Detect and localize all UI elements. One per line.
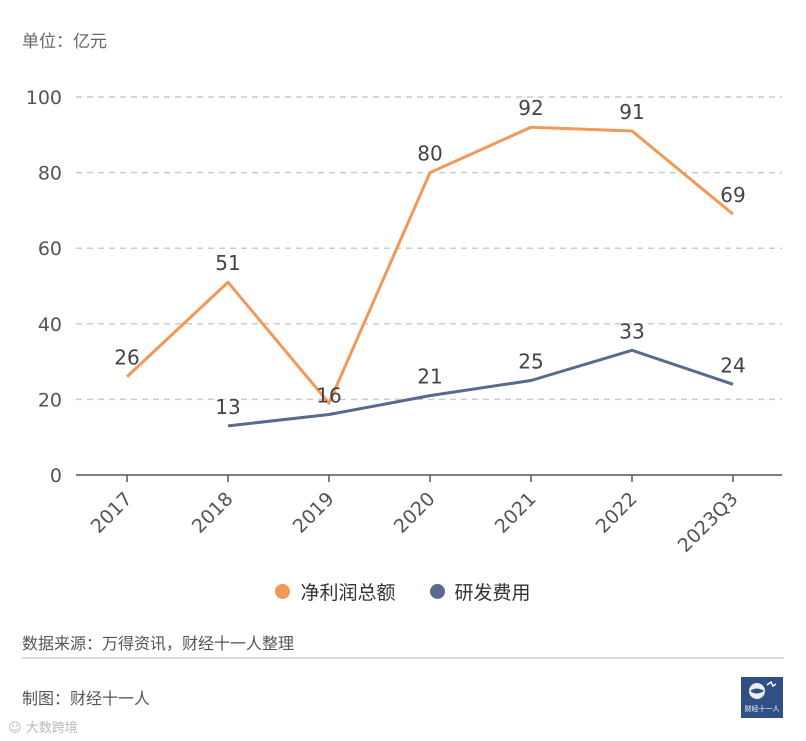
source-note: 数据来源：万得资讯，财经十一人整理 <box>22 634 295 653</box>
data-label-rd: 16 <box>316 384 341 408</box>
x-tick-label: 2023Q3 <box>674 488 743 557</box>
data-label-rd: 25 <box>518 350 543 374</box>
maker-note: 制图：财经十一人 <box>22 689 151 708</box>
data-label-rd: 24 <box>720 353 745 377</box>
watermark: ☺ 大数跨境 <box>8 717 78 736</box>
divider <box>22 657 784 659</box>
x-tick-label: 2021 <box>491 488 541 538</box>
legend: 净利润总额 研发费用 <box>0 578 806 605</box>
x-tick-label: 2018 <box>188 488 238 538</box>
data-label-net-profit: 92 <box>518 96 543 120</box>
unit-label: 单位：亿元 <box>22 32 107 52</box>
watermark-text: 大数跨境 <box>25 721 78 736</box>
x-tick-label: 2022 <box>592 488 642 538</box>
brand-logo: 财经十一人 <box>741 677 783 718</box>
data-label-rd: 21 <box>417 365 442 389</box>
logo-text: 财经十一人 <box>744 705 780 713</box>
y-tick-label: 0 <box>50 465 62 487</box>
legend-marker-rd <box>429 584 445 599</box>
series-line-net-profit <box>125 125 734 405</box>
watermark-icon: ☺ <box>8 721 26 736</box>
legend-item-rd[interactable]: 研发费用 <box>429 578 531 605</box>
x-tick-label: 2020 <box>390 488 440 538</box>
globe-icon <box>749 680 777 699</box>
data-label-net-profit: 69 <box>720 183 745 207</box>
data-label-rd: 33 <box>619 319 644 343</box>
y-tick-label: 20 <box>38 389 62 411</box>
data-label-net-profit: 80 <box>417 142 442 166</box>
legend-marker-net-profit <box>275 584 291 599</box>
legend-label-rd: 研发费用 <box>454 582 531 604</box>
x-tick-label: 2019 <box>289 488 339 538</box>
series-line-rd <box>227 348 734 428</box>
legend-label-net-profit: 净利润总额 <box>300 582 396 604</box>
x-tick-label: 2017 <box>87 488 137 538</box>
data-label-net-profit: 26 <box>114 346 139 370</box>
data-label-net-profit: 51 <box>215 251 240 275</box>
y-tick-label: 40 <box>38 314 62 336</box>
data-label-net-profit: 91 <box>619 100 644 124</box>
data-label-rd: 13 <box>215 395 240 419</box>
y-tick-label: 100 <box>26 87 62 109</box>
y-tick-label: 80 <box>38 163 62 185</box>
y-tick-label: 60 <box>38 238 62 260</box>
legend-item-net-profit[interactable]: 净利润总额 <box>275 578 396 605</box>
